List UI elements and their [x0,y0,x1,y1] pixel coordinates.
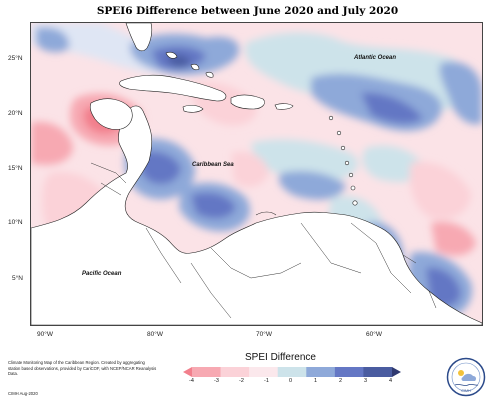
spei-field-map [31,23,482,325]
cimh-logo: CIMH [446,357,486,397]
credit-footer: CIMH Aug-2020 [8,391,38,396]
lat-tick-10n: 10°N [8,219,23,226]
lat-tick-20n: 20°N [8,110,23,117]
lon-tick-70w: 70°W [256,331,272,338]
svg-text:CIMH: CIMH [461,389,471,393]
legend-cell [306,367,336,377]
lat-tick-15n: 15°N [8,165,23,172]
lat-tick-25n: 25°N [8,55,23,62]
legend-tick-label: -1 [264,378,269,384]
legend-tick-label: 3 [364,378,368,384]
legend-tick-label: 4 [389,378,393,384]
credit-text: Climate Monitoring Map of the Caribbean … [8,360,157,377]
country-borders [90,162,437,319]
map-title: SPEI6 Difference between June 2020 and J… [96,5,399,17]
legend-cell [249,367,279,377]
legend-title: SPEI Difference [245,352,316,363]
legend-cell [363,367,393,377]
legend-tick-label: 1 [314,378,318,384]
map-panel [30,22,483,326]
legend-cell [277,367,307,377]
pacific-ocean-label: Pacific Ocean [82,271,122,277]
legend-tick-label: 0 [289,378,293,384]
legend-cell [334,367,364,377]
atlantic-ocean-label: Atlantic Ocean [354,55,397,61]
legend-tick-label: 2 [339,378,343,384]
legend-arrow-high [392,367,401,377]
legend-tick-label: -3 [214,378,219,384]
landmasses [31,23,482,325]
legend-tick-label: -2 [239,378,244,384]
legend-arrow-low [183,367,192,377]
legend-cell [192,367,221,377]
legend-cell [220,367,250,377]
lon-tick-60w: 60°W [366,331,382,338]
legend-colorbar [183,367,401,377]
caribbean-sea-label: Caribbean Sea [192,162,234,168]
lon-tick-90w: 90°W [37,331,53,338]
lon-tick-80w: 80°W [147,331,163,338]
legend-tick-label: -4 [189,378,194,384]
lat-tick-5n: 5°N [12,275,23,282]
